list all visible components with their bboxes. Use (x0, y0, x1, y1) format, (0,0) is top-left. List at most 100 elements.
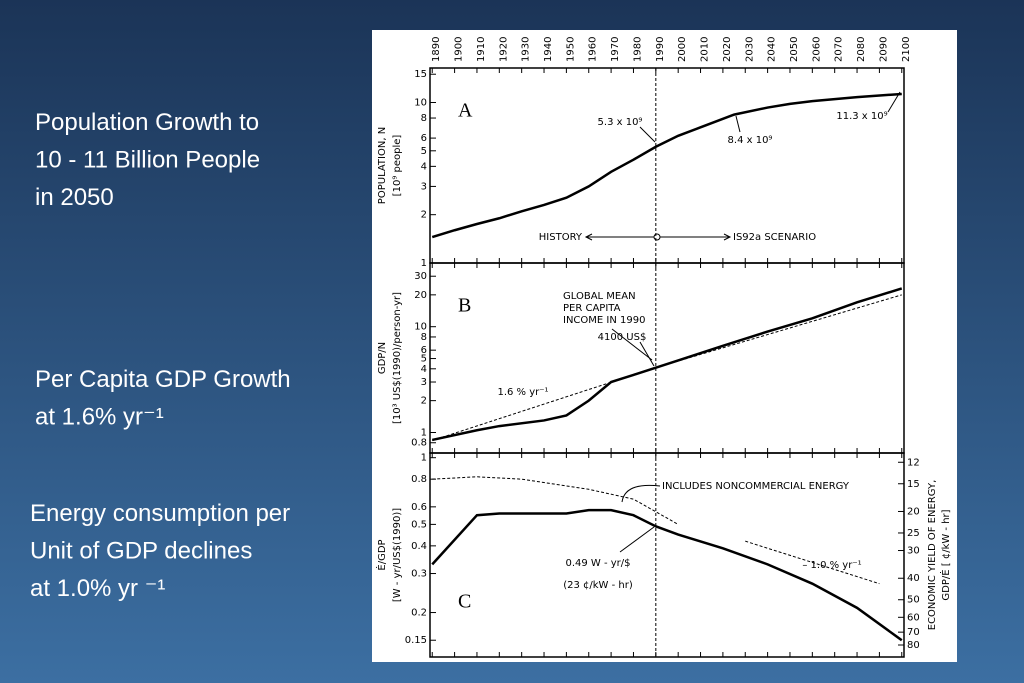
y-tick-label: 0.15 (405, 635, 427, 646)
x-tick-label: 1950 (565, 37, 576, 62)
x-tick-label: 2000 (677, 37, 688, 62)
annotation: 8.4 x 10⁹ (728, 135, 773, 146)
x-tick-label: 2050 (789, 37, 800, 62)
bullet-line: Population Growth to (35, 109, 259, 136)
line-series (745, 540, 880, 585)
bullet-line: at 1.0% yr ⁻¹ (30, 575, 165, 602)
y-tick-label: 0.4 (411, 541, 427, 552)
x-tick-label: 1890 (431, 37, 442, 62)
y-tick-label: 2 (421, 396, 427, 407)
bullet-line: Unit of GDP declines (30, 538, 252, 565)
x-tick-label: 1900 (454, 37, 465, 62)
y2-tick-label: 60 (907, 612, 920, 623)
x-tick-label: 1930 (521, 37, 532, 62)
x-tick-label: 1920 (498, 37, 509, 62)
y-axis-label: GDP/N (377, 342, 388, 374)
y-axis-label: POPULATION, N (377, 127, 388, 204)
bullet-line: at 1.6% yr⁻¹ (35, 404, 164, 431)
annotation: GLOBAL MEAN (563, 291, 636, 302)
y2-tick-label: 12 (907, 457, 920, 468)
x-tick-label: 2040 (767, 37, 778, 62)
annotation: HISTORY (539, 232, 583, 243)
x-tick-label: 2020 (722, 37, 733, 62)
y2-axis-label: ECONOMIC YIELD OF ENERGY, (927, 480, 938, 631)
annotation: INCLUDES NONCOMMERCIAL ENERGY (662, 481, 850, 492)
annotation: 4100 US$ (598, 332, 647, 343)
y-tick-label: 0.3 (411, 569, 427, 580)
y-tick-label: 5 (421, 146, 427, 157)
y-axis-label: [10⁹ people] (392, 135, 403, 197)
y-tick-label: 3 (421, 181, 427, 192)
y-axis-label: [W - yr/US$(1990)] (392, 508, 403, 602)
annotation: PER CAPITA (563, 303, 621, 314)
line-series (431, 92, 902, 239)
y-tick-label: 0.8 (411, 474, 427, 485)
y2-axis-label: GDP/Ė [ ¢/kW - hr] (939, 509, 952, 600)
y-tick-label: 15 (414, 69, 427, 80)
annotation: 1.6 % yr⁻¹ (497, 387, 548, 398)
bullet-line: Per Capita GDP Growth (35, 366, 291, 393)
arrows (584, 91, 901, 553)
y-tick-label: 0.8 (411, 438, 427, 449)
y2-tick-label: 70 (907, 627, 920, 638)
y2-tick-label: 80 (907, 640, 920, 651)
y-tick-label: 20 (414, 290, 427, 301)
slide-text: Population Growth to 10 - 11 Billion Peop… (30, 109, 291, 602)
y-tick-label: 1 (421, 427, 427, 438)
x-tick-label: 1980 (632, 37, 643, 62)
x-tick-label: 2080 (856, 37, 867, 62)
panel-label: C (458, 591, 471, 613)
annotation: IS92a SCENARIO (733, 232, 816, 243)
x-tick-label: 1960 (588, 37, 599, 62)
x-tick-label: 2100 (901, 37, 912, 62)
line-series (432, 294, 902, 441)
x-tick-label: 1970 (610, 37, 621, 62)
y-tick-label: 2 (421, 210, 427, 221)
y2-tick-label: 15 (907, 479, 920, 490)
annotation: INCOME IN 1990 (563, 315, 645, 326)
x-tick-label: 2030 (744, 37, 755, 62)
x-tick-label: 1940 (543, 37, 554, 62)
line-series (431, 508, 903, 642)
plot: 1890 1900 1910 1920 1930 1940 1950 1960 1970 1980… (375, 37, 952, 658)
annotation: (23 ¢/kW - hr) (563, 580, 633, 591)
bullet-line: Energy consumption per (30, 500, 290, 527)
line-series (432, 476, 679, 525)
annotation: – 1.0 % yr⁻¹ (802, 560, 861, 571)
x-tick-label: 2090 (878, 37, 889, 62)
panel-label: A (458, 100, 473, 122)
y2-tick-label: 50 (907, 595, 920, 606)
y-tick-label: 10 (414, 97, 427, 108)
y-tick-label: 6 (421, 133, 427, 144)
y-tick-label: 6 (421, 345, 427, 356)
y-tick-label: 0.6 (411, 502, 427, 513)
y-tick-label: 4 (421, 364, 427, 375)
y2-tick-label: 25 (907, 528, 920, 539)
bullet-line: 10 - 11 Billion People (35, 147, 260, 174)
y-tick-label: 30 (414, 271, 427, 282)
y-tick-label: 1 (421, 453, 427, 464)
chart-panel (372, 30, 957, 662)
x-tick-label: 2060 (811, 37, 822, 62)
y-tick-label: 0.2 (411, 608, 427, 619)
x-tick-label: 2070 (834, 37, 845, 62)
plot-frame (429, 452, 905, 658)
annotation: 5.3 x 10⁹ (598, 117, 643, 128)
bullet-line: in 2050 (35, 184, 114, 211)
annotation: 11.3 x 10⁹ (836, 111, 887, 122)
y2-tick-label: 20 (907, 506, 920, 517)
y-tick-label: 3 (421, 377, 427, 388)
x-tick-label: 1990 (655, 37, 666, 62)
x-tick-label: 1910 (476, 37, 487, 62)
y-axis-label: [10³ US$(1990)/person-yr] (392, 292, 403, 424)
y2-tick-label: 40 (907, 573, 920, 584)
y-axis-label: Ė/GDP (375, 539, 388, 570)
y-tick-label: 5 (421, 354, 427, 365)
y-tick-label: 10 (414, 322, 427, 333)
y-tick-label: 1 (421, 258, 427, 269)
y-tick-label: 4 (421, 161, 427, 172)
y-tick-label: 8 (421, 113, 427, 124)
y-tick-label: 8 (421, 332, 427, 343)
panel-label: B (458, 295, 471, 317)
